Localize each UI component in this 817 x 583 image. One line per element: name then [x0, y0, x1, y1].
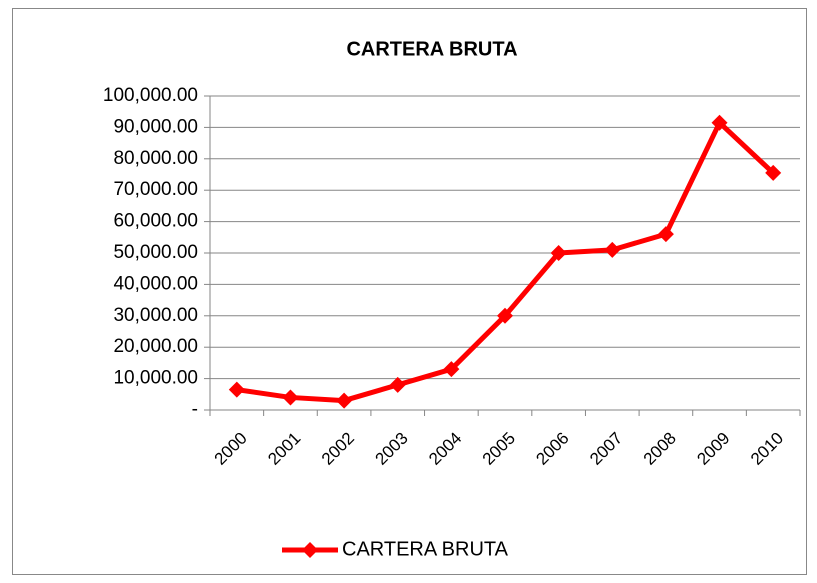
y-tick-label: 100,000.00 — [103, 85, 198, 106]
data-point — [497, 307, 513, 324]
data-point — [228, 381, 245, 398]
y-tick-label: 40,000.00 — [113, 273, 198, 294]
data-point — [389, 376, 406, 393]
chart-title: CARTERA BRUTA — [346, 38, 517, 60]
data-point — [443, 361, 460, 378]
data-point — [711, 114, 728, 131]
y-tick-label: 50,000.00 — [113, 242, 198, 263]
data-point — [765, 164, 782, 181]
chart-border — [12, 8, 807, 575]
data-point — [604, 241, 621, 258]
y-tick-label: 30,000.00 — [113, 305, 198, 326]
y-tick-label: 70,000.00 — [113, 179, 198, 200]
legend-label: CARTERA BRUTA — [342, 538, 509, 560]
legend-marker — [302, 542, 318, 558]
y-tick-label: 20,000.00 — [113, 336, 198, 357]
data-point — [336, 392, 353, 409]
y-tick-label: 80,000.00 — [113, 148, 198, 169]
y-tick-label: 90,000.00 — [113, 116, 198, 137]
data-point — [282, 389, 299, 406]
y-tick-label: 60,000.00 — [113, 211, 198, 232]
y-tick-label: 10,000.00 — [113, 368, 198, 389]
data-point — [550, 245, 567, 261]
data-point — [657, 226, 674, 243]
y-tick-label: - — [192, 399, 198, 420]
